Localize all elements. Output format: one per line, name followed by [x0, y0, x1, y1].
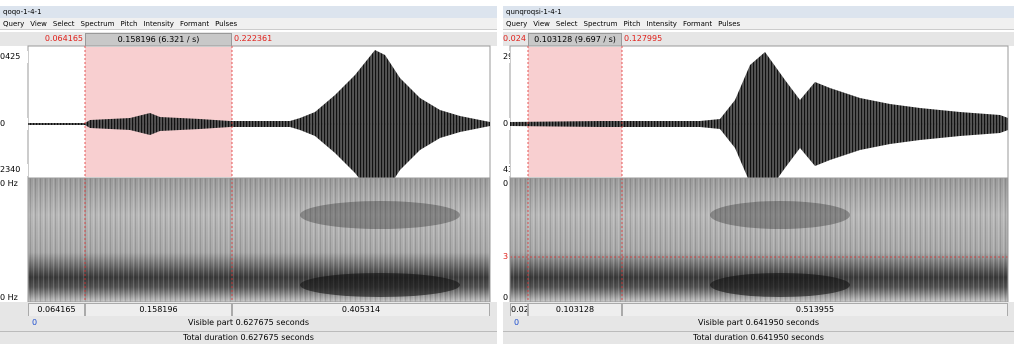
spectrogram-formant [300, 201, 460, 229]
menu-item[interactable]: View [30, 20, 47, 28]
amplitude-label: 0 [503, 118, 510, 130]
waveform [510, 52, 1008, 196]
menu-item[interactable]: Spectrum [81, 20, 115, 28]
frequency-label: 0 Hz [0, 178, 28, 190]
menu-item[interactable]: Query [3, 20, 24, 28]
selection-duration: 0.158196 (6.321 / s) [85, 33, 232, 47]
title-bar: qunqroqsi-1-4-1 [503, 6, 1014, 18]
menu-item[interactable]: Select [53, 20, 75, 28]
menu-item[interactable]: View [533, 20, 550, 28]
total-duration: Total duration 0.627675 seconds [0, 331, 497, 344]
time-axis-label: 0.103128 [528, 303, 622, 317]
waveform [28, 50, 490, 198]
selection-duration: 0.103128 (9.697 / s) [528, 33, 622, 47]
time-axis-label: 0.025 [510, 303, 528, 317]
spectrogram-frame [28, 178, 490, 302]
visible-part: Visible part 0.627675 seconds [0, 317, 497, 329]
menu-item[interactable]: Intensity [646, 20, 676, 28]
screenshot: qoqo-1-4-1 Query View Select Spectrum Pitch In… [0, 0, 1014, 344]
menu-item[interactable]: Query [506, 20, 527, 28]
frequency-label: 3 Hz [503, 251, 510, 263]
spectrogram [510, 178, 1008, 302]
title-bar: qoqo-1-4-1 [0, 6, 497, 18]
waveform-area [28, 46, 490, 178]
amplitude-label: 432 [503, 164, 510, 176]
frequency-label: 0 Hz [503, 178, 510, 190]
amplitude-label: 2340 [0, 164, 28, 176]
menu-item[interactable]: Spectrum [584, 20, 618, 28]
menu-item[interactable]: Formant [683, 20, 712, 28]
spectrogram-texture [28, 178, 490, 302]
menu-item[interactable]: Pitch [120, 20, 137, 28]
menu-item[interactable]: Select [556, 20, 578, 28]
menu-item[interactable]: Intensity [143, 20, 173, 28]
menu-item[interactable]: Formant [180, 20, 209, 28]
amplitude-label: 0425 [0, 51, 28, 63]
time-start: 0.064165 [0, 33, 83, 45]
time-end: 0.222361 [234, 33, 314, 45]
time-axis-label: 0.513955 [622, 303, 1008, 317]
time-axis-label: 0.405314 [232, 303, 490, 317]
time-axis-label: 0.158196 [85, 303, 232, 317]
spectrogram-energy [300, 273, 460, 297]
spectrogram-energy [710, 273, 850, 297]
amplitude-label: 0 [0, 118, 28, 130]
menu-bar: Query View Select Spectrum Pitch Intensity For… [0, 18, 497, 30]
time-start: 0.024867 [503, 33, 526, 45]
spectrogram-texture [510, 178, 1008, 302]
time-end: 0.127995 [624, 33, 704, 45]
visible-part: Visible part 0.641950 seconds [503, 317, 1014, 329]
spectrogram-formant [710, 201, 850, 229]
spectrogram-frame [510, 178, 1008, 302]
time-axis-label: 0.064165 [28, 303, 85, 317]
menu-item[interactable]: Pulses [718, 20, 740, 28]
waveform-area [510, 46, 1008, 178]
menu-item[interactable]: Pitch [623, 20, 640, 28]
selection [85, 47, 232, 177]
spectrogram [28, 178, 490, 302]
total-duration: Total duration 0.641950 seconds [503, 331, 1014, 344]
menu-item[interactable]: Pulses [215, 20, 237, 28]
selection [528, 47, 622, 177]
menu-bar: Query View Select Spectrum Pitch Intensity For… [503, 18, 1014, 30]
amplitude-label: 291 [503, 51, 510, 63]
